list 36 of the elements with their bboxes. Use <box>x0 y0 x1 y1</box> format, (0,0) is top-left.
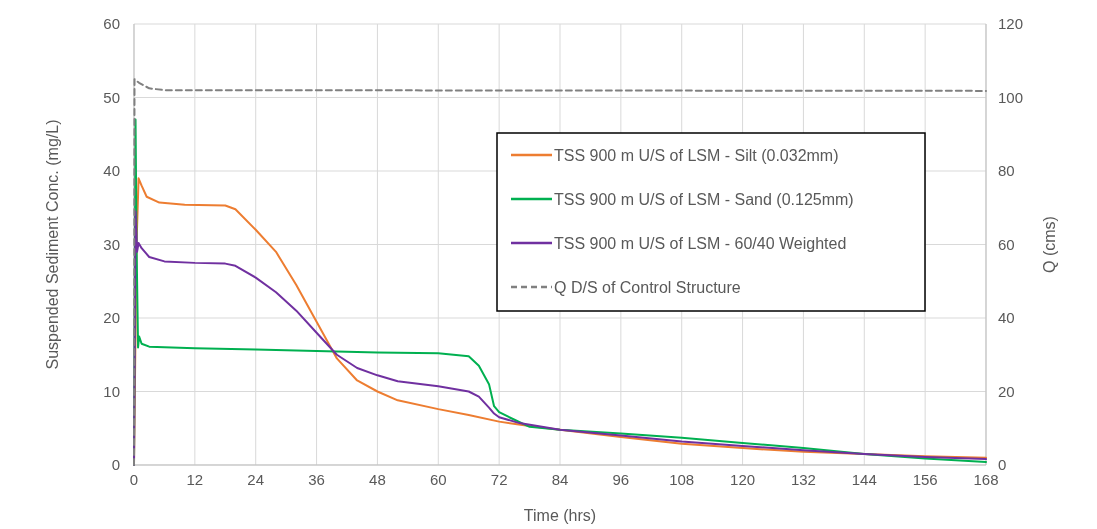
y2-tick-label: 20 <box>998 382 1015 400</box>
x-tick-label: 24 <box>247 471 265 488</box>
x-tick-label: 48 <box>369 471 386 488</box>
x-tick-label: 144 <box>851 471 877 488</box>
y-tick-label: 20 <box>103 309 120 326</box>
y2-tick-label: 60 <box>998 235 1015 253</box>
y-tick-label: 40 <box>103 162 120 179</box>
y-tick-label: 10 <box>103 382 120 400</box>
legend-label: TSS 900 m U/S of LSM - 60/40 Weighted <box>554 235 847 252</box>
x-tick-label: 156 <box>912 471 938 488</box>
legend-label: Q D/S of Control Structure <box>554 279 741 296</box>
x-tick-label: 84 <box>551 471 569 488</box>
y-tick-label: 0 <box>111 456 120 473</box>
y2-tick-label: 100 <box>998 88 1024 106</box>
y-tick-label: 60 <box>103 15 120 32</box>
x-tick-label: 120 <box>730 471 756 488</box>
x-tick-label: 96 <box>612 471 630 488</box>
x-axis-title: Time (hrs) <box>523 507 597 524</box>
y-tick-label: 30 <box>103 235 120 253</box>
y2-axis-title: Q (cms) <box>1041 216 1058 273</box>
x-tick-label: 168 <box>973 471 999 488</box>
x-tick-label: 72 <box>490 471 508 488</box>
x-tick-label: 36 <box>308 471 325 488</box>
y-axis-title: Suspended Sediment Conc. (mg/L) <box>44 119 61 370</box>
x-tick-label: 12 <box>186 471 204 488</box>
y2-tick-label: 0 <box>998 456 1007 473</box>
y2-tick-label: 120 <box>998 15 1024 32</box>
x-tick-label: 0 <box>129 471 139 488</box>
y-tick-label: 50 <box>103 88 120 106</box>
y2-tick-label: 80 <box>998 162 1015 179</box>
legend-label: TSS 900 m U/S of LSM - Sand (0.125mm) <box>554 191 854 208</box>
x-tick-label: 108 <box>669 471 695 488</box>
legend-label: TSS 900 m U/S of LSM - Silt (0.032mm) <box>554 147 839 164</box>
y2-tick-label: 40 <box>998 309 1015 326</box>
x-tick-label: 132 <box>790 471 816 488</box>
x-tick-label: 60 <box>429 471 447 488</box>
